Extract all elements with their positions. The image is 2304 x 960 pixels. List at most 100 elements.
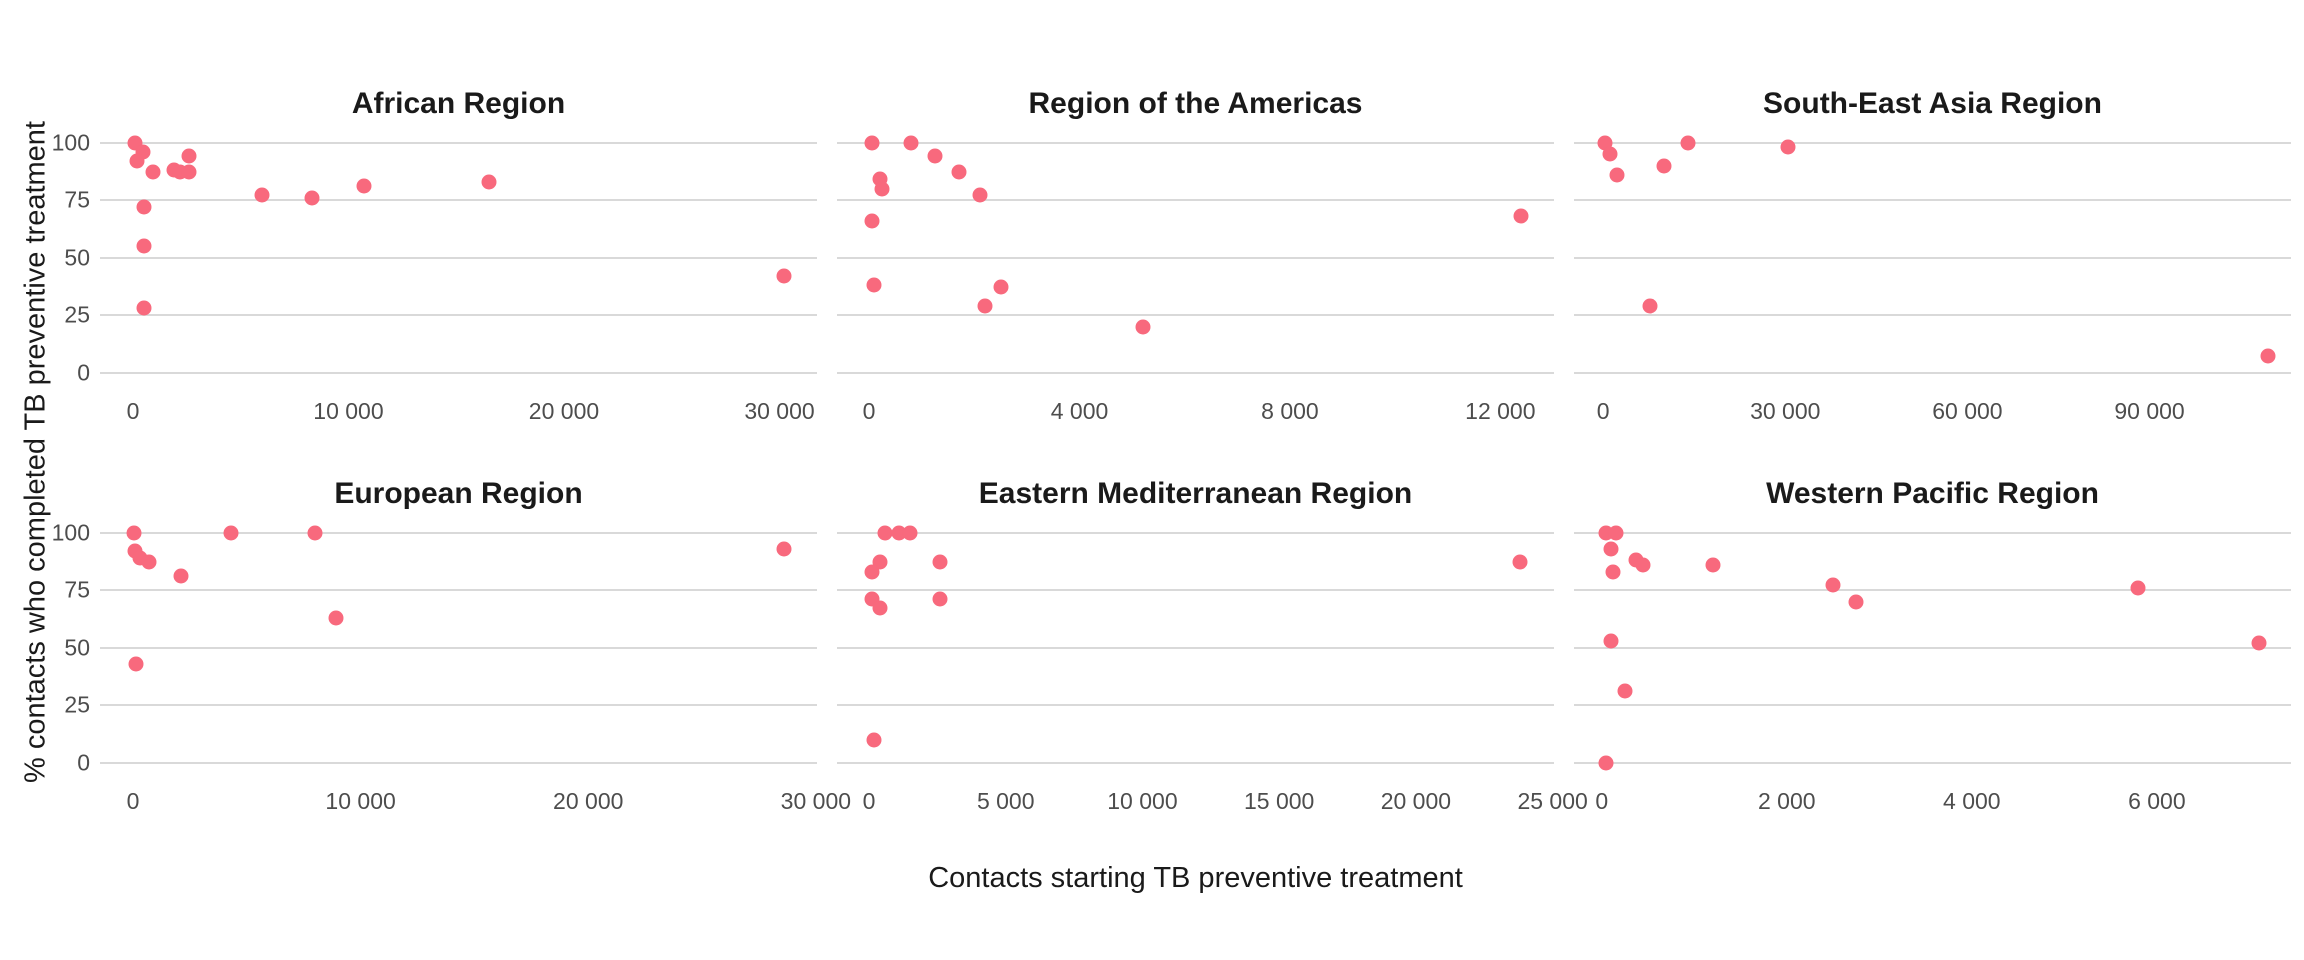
data-point xyxy=(977,298,993,314)
x-tick-label: 15 000 xyxy=(1243,788,1315,814)
x-tick-label: 8 000 xyxy=(1261,398,1319,424)
data-point xyxy=(1780,139,1796,155)
data-point xyxy=(1512,554,1528,570)
data-point xyxy=(181,148,197,164)
data-point xyxy=(173,568,189,584)
x-tick-label: 0 xyxy=(126,398,140,424)
plot-area: 100 75 50 25 0 0 10 000 20 000 30 000 xyxy=(52,129,817,424)
data-point xyxy=(864,564,880,580)
gridline xyxy=(837,531,1554,534)
data-point xyxy=(223,525,239,540)
data-point xyxy=(1608,525,1624,540)
panel-title: African Region xyxy=(351,87,566,120)
data-point xyxy=(1597,135,1613,150)
data-point xyxy=(1617,683,1633,699)
panel-title: European Region xyxy=(334,477,583,510)
data-point xyxy=(141,554,157,570)
x-tick-label: 30 000 xyxy=(1750,398,1821,424)
data-point xyxy=(1609,167,1625,183)
y-tick-label: 50 xyxy=(64,634,90,660)
data-point xyxy=(129,153,145,169)
plot-area: 0 4 000 8 000 12 000 xyxy=(837,131,1554,424)
gridline xyxy=(100,371,817,374)
panel-title: South-East Asia Region xyxy=(1763,87,2102,120)
x-tick-label: 6 000 xyxy=(2128,788,2186,814)
y-tick-label: 50 xyxy=(64,244,90,270)
data-point xyxy=(874,181,890,196)
data-point xyxy=(1642,298,1658,314)
x-tick-label: 5 000 xyxy=(976,788,1035,814)
x-axis-title: Contacts starting TB preventive treatmen… xyxy=(928,862,1463,894)
panel-title: Eastern Mediterranean Region xyxy=(978,477,1413,510)
data-point xyxy=(181,164,197,180)
x-tick-label: 10 000 xyxy=(325,788,396,814)
gridline xyxy=(837,141,1554,144)
data-point xyxy=(927,148,943,164)
gridline xyxy=(100,589,817,591)
data-point xyxy=(145,164,161,180)
gridline xyxy=(1574,314,2291,316)
gridline xyxy=(837,371,1554,374)
data-point xyxy=(128,656,144,672)
data-point xyxy=(307,525,323,540)
data-point xyxy=(136,238,152,254)
data-point xyxy=(2260,348,2276,364)
data-point xyxy=(254,187,270,203)
data-point xyxy=(1635,557,1651,573)
plot-area: 0 30 000 60 000 90 000 xyxy=(1574,131,2291,424)
data-point xyxy=(1603,633,1619,649)
data-point xyxy=(872,600,888,616)
data-point xyxy=(1135,319,1151,334)
y-tick-label: 100 xyxy=(51,129,90,155)
x-tick-label: 20 000 xyxy=(1380,788,1452,814)
data-point xyxy=(126,525,142,540)
y-tick-label: 25 xyxy=(64,301,90,328)
data-point xyxy=(932,554,948,570)
data-point xyxy=(1656,158,1672,173)
data-point xyxy=(2130,580,2146,596)
data-point xyxy=(877,525,893,540)
x-tick-label: 4 000 xyxy=(1050,398,1109,424)
data-point xyxy=(1603,541,1619,557)
data-point xyxy=(1680,135,1696,150)
gridline xyxy=(100,761,817,764)
gridline xyxy=(100,531,817,534)
x-tick-label: 0 xyxy=(862,398,876,424)
data-point xyxy=(776,541,792,557)
data-point xyxy=(136,300,152,316)
data-point xyxy=(356,178,372,194)
data-point xyxy=(1513,208,1529,224)
data-point xyxy=(776,268,792,284)
data-point xyxy=(972,187,988,203)
data-point xyxy=(2251,635,2267,651)
x-tick-label: 12 000 xyxy=(1465,398,1536,424)
y-tick-label: 75 xyxy=(64,576,90,603)
x-tick-label: 0 xyxy=(1595,788,1609,814)
data-point xyxy=(481,174,497,190)
data-point xyxy=(1825,577,1841,593)
data-point xyxy=(1605,564,1621,580)
gridline xyxy=(837,589,1554,591)
x-tick-label: 20 000 xyxy=(553,788,624,814)
panel-title: Western Pacific Region xyxy=(1766,477,2099,510)
x-tick-label: 25 000 xyxy=(1517,788,1588,814)
x-tick-label: 0 xyxy=(126,788,140,814)
y-tick-label: 75 xyxy=(64,186,90,213)
gridline xyxy=(837,256,1554,259)
gridline xyxy=(1574,256,2291,259)
data-point xyxy=(932,591,948,607)
gridline xyxy=(100,199,817,201)
data-point xyxy=(951,164,967,180)
y-tick-label: 25 xyxy=(64,691,90,718)
gridline xyxy=(1574,646,2291,649)
x-tick-label: 2 000 xyxy=(1758,788,1816,814)
gridline xyxy=(100,314,817,316)
data-point xyxy=(136,199,152,215)
plot-area: 100 75 50 25 0 0 10 000 20 000 30 000 xyxy=(52,519,851,814)
x-tick-label: 10 000 xyxy=(1107,788,1178,814)
gridline xyxy=(100,704,817,706)
plot-area: 0 5 000 10 000 15 000 20 000 25 000 xyxy=(837,521,1588,814)
gridline xyxy=(1574,141,2291,144)
x-tick-label: 0 xyxy=(862,788,876,814)
